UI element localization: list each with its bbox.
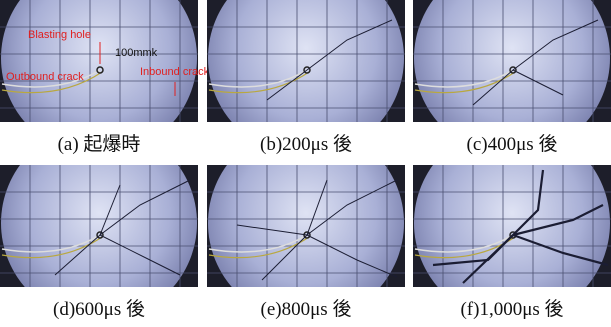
annotation: Outbound crack	[6, 71, 84, 83]
caption: (c)400μs 後	[467, 133, 558, 155]
figure: Blasting hole 100mmk Outbound crack Inbound…	[0, 0, 611, 327]
panel: (b)200μs 後	[207, 0, 405, 156]
annotation: 100mmk	[115, 47, 158, 59]
caption: (a) 起爆時	[58, 133, 141, 155]
annotation: Blasting hole	[28, 29, 91, 41]
photo	[207, 0, 405, 156]
caption: (d)600μs 後	[53, 298, 145, 320]
panel: Blasting hole 100mmk Outbound crack Inbound…	[0, 0, 210, 156]
caption: (f)1,000μs 後	[460, 298, 563, 320]
panel: (c)400μs 後	[413, 0, 611, 156]
caption: (e)800μs 後	[261, 298, 352, 320]
photo	[413, 0, 611, 156]
caption: (b)200μs 後	[260, 133, 352, 155]
annotation: Inbound crack	[140, 66, 210, 78]
